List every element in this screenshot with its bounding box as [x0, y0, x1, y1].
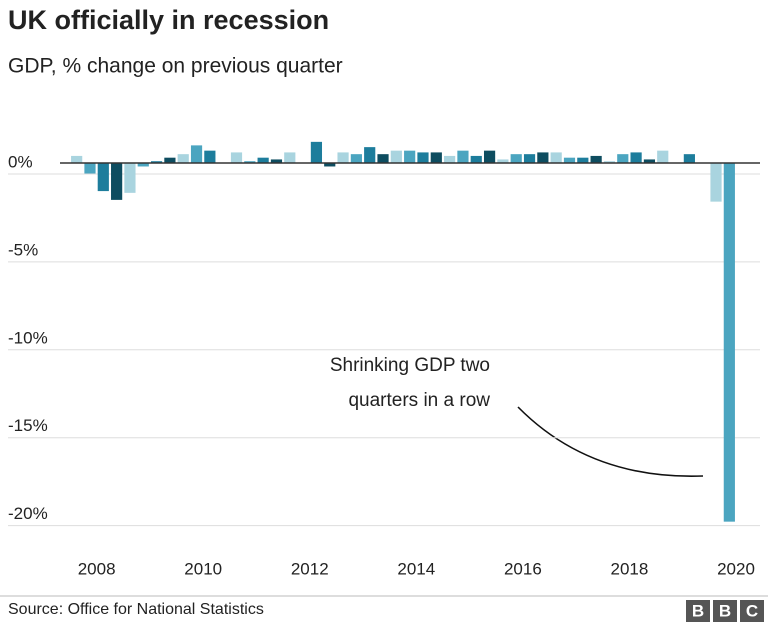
bar: [364, 147, 376, 163]
bar: [177, 154, 189, 163]
y-tick-label: -5%: [8, 240, 38, 259]
logo-letter: C: [746, 601, 758, 620]
bar: [657, 150, 669, 163]
bar: [470, 155, 482, 163]
source: Source: Office for National Statistics: [8, 601, 264, 618]
y-tick-label: -10%: [8, 328, 48, 347]
bar: [337, 152, 349, 163]
logo-letter: B: [719, 601, 731, 620]
bar: [257, 157, 269, 163]
bar: [417, 152, 429, 163]
bar: [390, 150, 402, 163]
bar: [577, 157, 589, 163]
bar: [430, 152, 442, 163]
bar: [71, 155, 83, 163]
bar: [603, 161, 616, 163]
x-tick-label: 2020: [717, 559, 755, 578]
bar: [444, 155, 456, 163]
bar: [523, 154, 536, 163]
bar: [204, 150, 216, 163]
bar: [457, 150, 469, 163]
logo-box: [686, 600, 710, 622]
bar: [111, 162, 123, 200]
x-tick-label: 2010: [184, 559, 222, 578]
y-tick-label: 0%: [8, 152, 33, 171]
bar: [617, 154, 629, 163]
bar: [710, 162, 722, 202]
x-tick-label: 2018: [611, 559, 649, 578]
bar: [497, 159, 509, 163]
bar: [630, 152, 642, 163]
chart-subtitle: GDP, % change on previous quarter: [8, 55, 343, 78]
y-tick-label: -15%: [8, 416, 48, 435]
bar: [404, 150, 416, 163]
bar: [563, 157, 576, 163]
bar: [164, 157, 176, 163]
bar: [510, 154, 522, 163]
chart-title: UK officially in recession: [8, 5, 329, 35]
bar: [284, 152, 296, 163]
logo-box: [740, 600, 764, 622]
bar: [590, 155, 602, 163]
logo-letter: B: [692, 601, 704, 620]
bar: [230, 152, 243, 163]
bar: [377, 154, 389, 163]
bar: [270, 159, 283, 163]
bar: [723, 162, 735, 522]
annotation: quarters in a row: [348, 390, 490, 411]
bar: [84, 162, 96, 174]
bar: [190, 145, 203, 163]
x-tick-label: 2008: [78, 559, 116, 578]
annotation: Shrinking GDP two: [330, 355, 490, 376]
bar: [350, 154, 362, 163]
bar: [324, 162, 336, 167]
logo-box: [713, 600, 737, 622]
x-tick-label: 2016: [504, 559, 542, 578]
bar: [643, 159, 656, 163]
bar: [683, 154, 695, 163]
bar: [483, 150, 496, 163]
x-tick-label: 2014: [397, 559, 435, 578]
bar: [537, 152, 549, 163]
y-tick-label: -20%: [8, 504, 48, 523]
bar: [97, 162, 109, 192]
annotation-arrow: [517, 406, 704, 477]
bar: [310, 141, 323, 163]
bar: [137, 162, 149, 167]
bar: [150, 161, 163, 163]
bar: [244, 161, 256, 163]
bar: [550, 152, 562, 163]
x-tick-label: 2012: [291, 559, 329, 578]
bar: [124, 162, 136, 193]
